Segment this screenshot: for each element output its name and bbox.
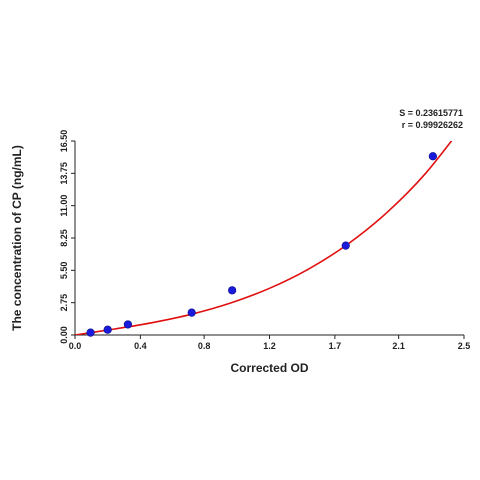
x-tick-label: 0.8 (198, 341, 211, 351)
x-tick-label: 0.4 (134, 341, 147, 351)
y-tick-label: 2.75 (59, 294, 69, 312)
y-tick-label: 13.75 (59, 162, 69, 185)
x-tick-label: 1.2 (263, 341, 276, 351)
x-ticks: 0.0 0.4 0.8 1.2 1.7 2.1 2.5 (69, 335, 471, 351)
y-tick-label: 8.25 (59, 229, 69, 247)
y-ticks: 0.00 2.75 5.50 8.25 11.00 13.75 16.50 (59, 130, 75, 344)
y-axis-title: The concentration of CP (ng/mL) (10, 145, 24, 331)
x-tick-label: 0.0 (69, 341, 82, 351)
x-axis-title: Corrected OD (230, 361, 308, 375)
y-tick-label: 11.00 (59, 195, 69, 217)
y-tick-label: 16.50 (59, 130, 69, 153)
data-point (341, 241, 350, 250)
y-tick-label: 0.00 (59, 326, 69, 344)
data-point (428, 152, 437, 161)
y-tick-label: 5.50 (59, 262, 69, 280)
data-points (86, 152, 437, 337)
fit-curve (75, 141, 453, 335)
axes (74, 141, 464, 336)
data-point (187, 308, 196, 317)
stat-s-label: S = 0.23615771 (399, 108, 463, 118)
x-tick-label: 1.7 (329, 341, 342, 351)
data-point (228, 286, 237, 295)
x-tick-label: 2.5 (458, 341, 471, 351)
x-tick-label: 2.1 (392, 341, 405, 351)
data-point (123, 320, 133, 329)
data-point (103, 325, 112, 334)
stat-r-label: r = 0.99926262 (402, 120, 463, 130)
data-point (86, 328, 95, 337)
